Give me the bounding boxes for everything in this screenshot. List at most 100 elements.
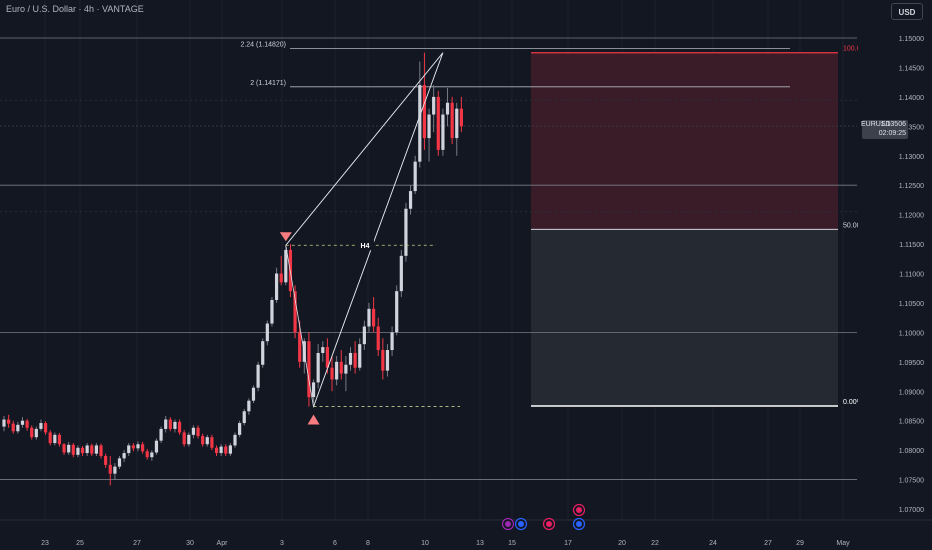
candle (182, 430, 186, 447)
candle-body (53, 434, 57, 444)
candle (242, 408, 246, 426)
h4-label: H4 (361, 243, 370, 250)
candle-body (362, 326, 366, 345)
time-tick-label: 10 (421, 540, 429, 547)
time-tick-label: 20 (618, 540, 626, 547)
candle-body (372, 308, 376, 327)
candle-body (122, 453, 126, 459)
candle (284, 245, 288, 286)
candle (85, 443, 89, 457)
candle-body (358, 344, 362, 368)
candle-body (131, 445, 135, 449)
time-tick-label: 15 (508, 540, 516, 547)
candle (395, 285, 399, 336)
economic-events[interactable] (501, 503, 586, 531)
candle (445, 88, 450, 127)
candle-body (201, 435, 205, 445)
candle (348, 347, 353, 371)
candle-body (307, 341, 311, 398)
event-globe-icon[interactable] (572, 517, 586, 531)
time-tick-label: 3 (280, 540, 284, 547)
candle-body (177, 421, 182, 433)
time-tick-label: 30 (186, 540, 194, 547)
candle (34, 426, 38, 440)
candle (141, 441, 145, 454)
candle (48, 430, 52, 446)
candle-body (450, 102, 454, 139)
candle-body (113, 466, 117, 474)
time-tick-label: 6 (333, 540, 337, 547)
candle (104, 453, 108, 468)
candle (219, 444, 223, 457)
candle (404, 202, 408, 262)
candle-body (311, 382, 316, 398)
candle (131, 443, 135, 452)
candle-body (399, 255, 403, 292)
candle (362, 320, 366, 351)
candle (441, 108, 445, 156)
event-lightning-icon[interactable] (501, 517, 515, 531)
candle (233, 432, 237, 448)
candle-body (445, 102, 450, 115)
event-us-flag-icon[interactable] (572, 503, 586, 517)
time-tick-label: 17 (564, 540, 572, 547)
candles (2, 52, 463, 486)
candle-body (104, 456, 108, 465)
candle (99, 443, 103, 459)
candle (187, 432, 191, 447)
candle-body (159, 428, 163, 441)
candle (90, 443, 94, 457)
candle (408, 185, 413, 215)
candle (455, 102, 459, 156)
candle-body (459, 108, 463, 127)
candle-body (67, 444, 71, 453)
candle (67, 441, 71, 455)
candle-body (316, 352, 320, 383)
h4-label-bg (356, 240, 374, 251)
event-globe-icon[interactable] (514, 517, 528, 531)
candle (205, 434, 209, 447)
price-tick-label: 1.10000 (899, 330, 924, 337)
candle (173, 419, 177, 433)
candle-body (187, 434, 191, 445)
price-axis[interactable]: 1.15000 1.14500 1.14000 1.13500 1.13000 1.125… (858, 0, 932, 550)
profit-zone (531, 229, 838, 406)
candle-body (418, 85, 422, 162)
candle-body (441, 114, 445, 150)
candle-body (210, 437, 214, 448)
price-tick-label: 1.14000 (899, 95, 924, 102)
candle (261, 338, 265, 368)
candle-body (408, 191, 413, 209)
price-tick-label: 1.13500 (899, 124, 924, 131)
candle-body (150, 452, 154, 458)
candle-body (25, 420, 29, 428)
candle (459, 96, 463, 133)
candle (436, 90, 440, 156)
candle-body (43, 423, 48, 433)
currency-button[interactable]: USD (891, 3, 923, 20)
candle-body (11, 423, 15, 432)
candle (238, 420, 242, 438)
price-tick-label: 1.13000 (899, 154, 924, 161)
candle (298, 320, 302, 368)
event-us-flag-icon[interactable] (542, 517, 556, 531)
time-axis[interactable]: 23 25 27 30 Apr 3 6 8 10 13 15 17 20 22 24 27 29 May (0, 519, 932, 547)
candle-body (381, 350, 385, 371)
candle-body (279, 273, 283, 283)
price-tick-label: 1.12500 (899, 183, 924, 190)
candle-body (422, 85, 427, 139)
candle (136, 441, 140, 452)
candle-body (325, 347, 329, 368)
price-tick-label: 1.07000 (899, 507, 924, 514)
candle (228, 443, 232, 457)
sell-marker-icon (279, 232, 292, 242)
candle-body (251, 387, 256, 401)
candle-body (205, 437, 209, 445)
candle (372, 297, 376, 333)
candle-body (274, 273, 279, 300)
zone-label: 0.00% (843, 399, 863, 406)
event-dot (518, 521, 524, 527)
price-axis-bg (858, 0, 932, 550)
candle (201, 433, 205, 447)
